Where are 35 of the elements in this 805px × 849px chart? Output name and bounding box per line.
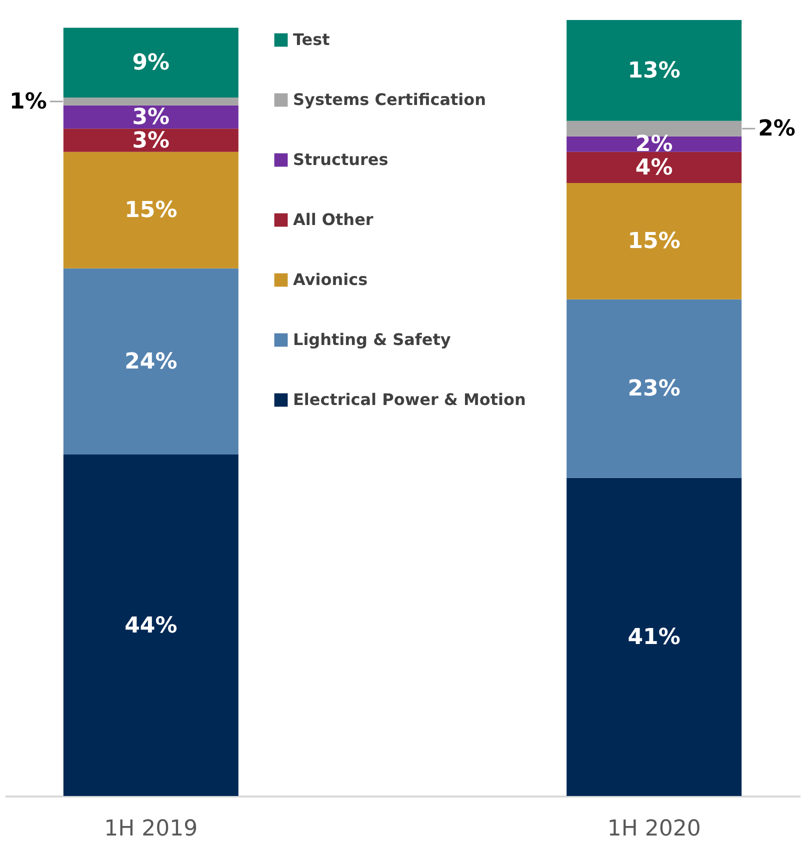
bar — [63, 105, 238, 129]
legend-label: All Other — [293, 210, 374, 229]
legend-label: Test — [293, 30, 330, 49]
legend-label: Electrical Power & Motion — [293, 390, 526, 409]
data-label: 2% — [758, 116, 796, 142]
legend-label: Structures — [293, 150, 388, 169]
bar — [63, 152, 238, 268]
bar — [63, 454, 238, 796]
bar — [566, 136, 742, 152]
x-tick-label: 1H 2019 — [104, 816, 198, 842]
data-label: 1% — [10, 89, 47, 114]
legend-label: Lighting & Safety — [293, 330, 452, 349]
data-label: 2% — [635, 132, 673, 158]
data-label: 4% — [635, 155, 673, 180]
data-label: 41% — [628, 624, 680, 650]
bar — [566, 182, 742, 300]
bar — [566, 299, 742, 478]
bar — [566, 20, 742, 121]
data-label: 23% — [628, 376, 680, 402]
data-label: 44% — [124, 613, 178, 638]
data-label: 3% — [132, 128, 170, 154]
legend-label: Systems Certification — [293, 90, 486, 109]
bar — [566, 152, 742, 183]
x-tick-label: 1H 2020 — [607, 816, 701, 842]
legend-label: Avionics — [293, 270, 368, 289]
bar — [63, 268, 238, 455]
data-label: 15% — [628, 229, 680, 254]
bar — [566, 478, 742, 796]
data-label: 9% — [132, 50, 170, 76]
data-label: 24% — [124, 349, 178, 374]
data-label: 15% — [124, 198, 178, 224]
bar — [63, 128, 238, 152]
data-label: 13% — [628, 58, 680, 84]
data-label: 3% — [132, 105, 170, 130]
bar — [63, 28, 238, 98]
